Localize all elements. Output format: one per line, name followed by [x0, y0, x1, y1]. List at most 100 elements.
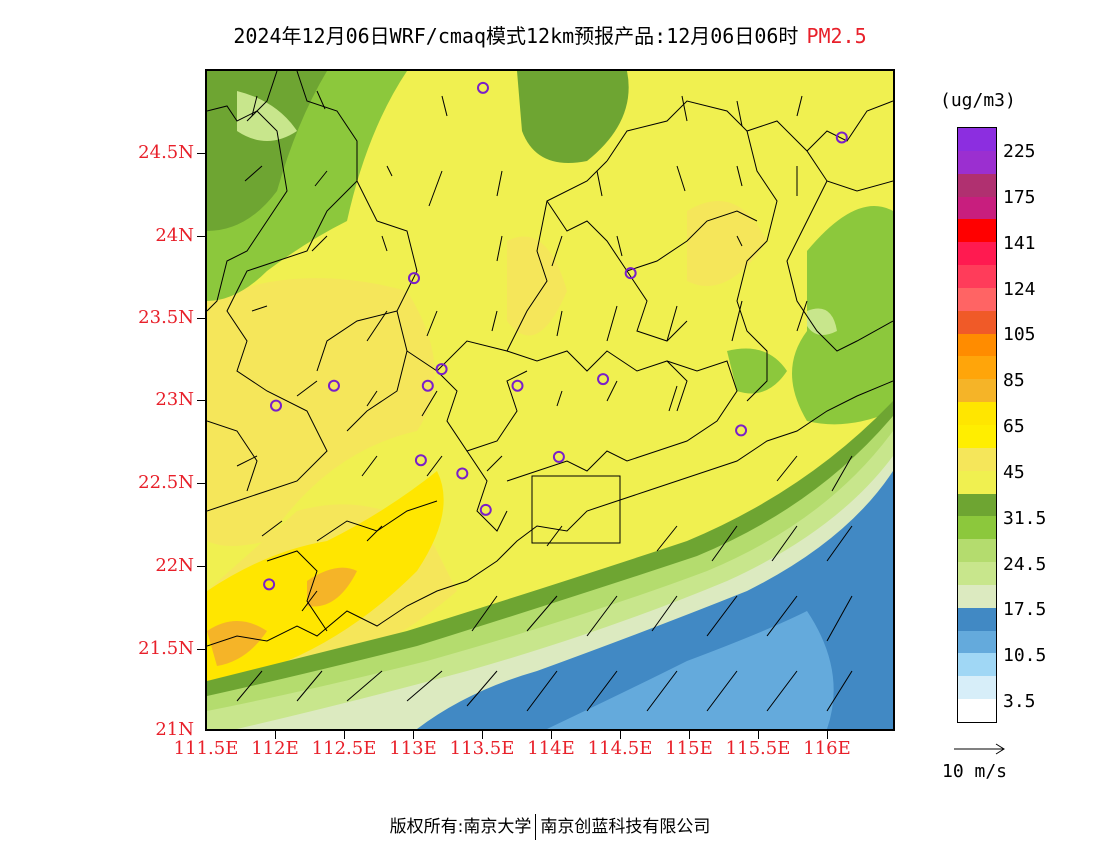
lat-label-21: 21N — [155, 719, 194, 740]
title-text: 2024年12月06日WRF/cmaq模式12km预报产品:12月06日06时 — [233, 24, 799, 48]
lat-label-24-5: 24.5N — [138, 142, 194, 163]
colorbar-swatch — [958, 493, 996, 517]
concentration-field-85b — [307, 567, 357, 607]
lon-label-111-5: 111.5E — [173, 738, 239, 759]
concentration-field-31-n — [517, 71, 629, 163]
colorbar-swatch — [958, 333, 996, 357]
station-marker — [552, 450, 565, 463]
colorbar-swatch — [958, 356, 996, 380]
lon-tick — [620, 731, 621, 739]
station-marker — [456, 467, 469, 480]
station-marker — [414, 454, 427, 467]
copyright-left: 版权所有:南京大学 — [389, 817, 532, 837]
copyright-footer: 版权所有:南京大学 南京创蓝科技有限公司 — [0, 812, 1100, 840]
concentration-field-50 — [207, 278, 435, 546]
coastline — [207, 380, 893, 647]
wind-reference-arrow — [954, 743, 1005, 755]
lat-label-23-5: 23.5N — [138, 307, 194, 328]
colorbar-label: 225 — [1003, 141, 1036, 162]
colorbar-swatch — [958, 607, 996, 631]
station-marker — [479, 503, 492, 516]
lon-tick — [275, 731, 276, 739]
colorbar-label: 124 — [1003, 279, 1036, 300]
colorbar — [957, 127, 997, 723]
station-marker — [735, 424, 748, 437]
colorbar-swatch — [958, 676, 996, 700]
lon-tick — [482, 731, 483, 739]
concentration-field-20-nw — [237, 91, 297, 141]
lon-label-114: 114E — [527, 738, 575, 759]
station-marker — [270, 399, 282, 412]
station-marker — [835, 131, 848, 144]
colorbar-swatch — [958, 242, 996, 266]
colorbar-label: 175 — [1003, 187, 1036, 208]
lon-tick — [758, 731, 759, 739]
lon-tick — [551, 731, 552, 739]
pm25-forecast-map[interactable] — [205, 69, 895, 731]
lat-tick — [197, 649, 205, 650]
station-marker — [477, 81, 489, 94]
station-marker — [597, 373, 610, 386]
colorbar-label: 17.5 — [1003, 599, 1047, 620]
lon-label-112: 112E — [251, 738, 299, 759]
lat-label-23: 23N — [155, 389, 194, 410]
concentration-field-31-e — [727, 348, 787, 394]
colorbar-label: 3.5 — [1003, 691, 1036, 712]
lat-label-22-5: 22.5N — [138, 472, 194, 493]
colorbar-label: 141 — [1003, 233, 1036, 254]
station-marker — [421, 379, 434, 392]
station-marker — [511, 379, 524, 392]
lon-label-114-5: 114.5E — [587, 738, 653, 759]
lat-tick — [197, 400, 205, 401]
colorbar-label: 85 — [1003, 370, 1025, 391]
pollutant-label: PM2.5 — [806, 24, 867, 48]
lat-tick — [197, 153, 205, 154]
concentration-field-50b — [507, 236, 567, 336]
lon-tick — [827, 731, 828, 739]
station-marker — [408, 272, 420, 285]
colorbar-swatch — [958, 447, 996, 471]
lon-label-113: 113E — [389, 738, 437, 759]
lat-tick — [197, 236, 205, 237]
lon-tick — [413, 731, 414, 739]
concentration-field-50c — [687, 201, 767, 286]
station-marker — [624, 267, 637, 280]
lon-tick — [344, 731, 345, 739]
map-canvas — [207, 71, 893, 729]
colorbar-swatch — [958, 584, 996, 608]
map-title: 2024年12月06日WRF/cmaq模式12km预报产品:12月06日06时 P… — [0, 20, 1100, 49]
colorbar-swatch — [958, 470, 996, 494]
lat-tick — [197, 483, 205, 484]
colorbar-swatch — [958, 173, 996, 197]
colorbar-label: 24.5 — [1003, 554, 1047, 575]
colorbar-swatch — [958, 287, 996, 311]
wind-reference-label: 10 m/s — [942, 761, 1008, 782]
concentration-field-24-e — [807, 308, 837, 335]
lon-label-115: 115E — [665, 738, 713, 759]
colorbar-swatch — [958, 402, 996, 425]
concentration-field-85 — [207, 621, 267, 666]
colorbar-swatch — [958, 516, 996, 540]
wind-vectors — [236, 90, 853, 712]
colorbar-swatch — [958, 196, 996, 220]
station-marker — [435, 363, 448, 376]
colorbar-swatch — [958, 539, 996, 563]
colorbar-swatch — [958, 310, 996, 334]
monitoring-stations — [263, 81, 848, 591]
concentration-field-31-ne — [792, 206, 893, 425]
colorbar-swatch — [958, 128, 996, 151]
colorbar-swatch — [958, 653, 996, 677]
admin-boundaries — [207, 71, 893, 632]
colorbar-swatch — [958, 150, 996, 174]
ocean-band-lighter — [547, 611, 834, 729]
lon-label-116: 116E — [803, 738, 851, 759]
station-marker — [327, 379, 340, 392]
lat-label-24: 24N — [155, 225, 194, 246]
colorbar-label: 10.5 — [1003, 645, 1047, 666]
lon-label-113-5: 113.5E — [449, 738, 515, 759]
colorbar-label: 65 — [1003, 416, 1025, 437]
colorbar-swatch — [958, 699, 996, 722]
lat-tick — [197, 566, 205, 567]
colorbar-swatch — [958, 630, 996, 654]
lat-label-22: 22N — [155, 555, 194, 576]
